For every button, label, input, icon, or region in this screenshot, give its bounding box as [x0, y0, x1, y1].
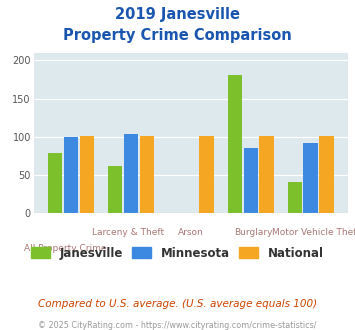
Bar [48, 153, 62, 213]
Text: Property Crime Comparison: Property Crime Comparison [63, 28, 292, 43]
Bar [288, 182, 302, 213]
Bar [124, 134, 138, 213]
Bar [228, 75, 242, 213]
Text: Motor Vehicle Theft: Motor Vehicle Theft [273, 228, 355, 237]
Text: 2019 Janesville: 2019 Janesville [115, 7, 240, 21]
Bar [140, 136, 154, 213]
Bar [108, 166, 122, 213]
Text: Arson: Arson [178, 228, 204, 237]
Text: All Property Crime: All Property Crime [24, 244, 106, 253]
Text: Burglary: Burglary [234, 228, 273, 237]
Bar [64, 137, 78, 213]
Bar [260, 136, 274, 213]
Text: © 2025 CityRating.com - https://www.cityrating.com/crime-statistics/: © 2025 CityRating.com - https://www.city… [38, 321, 317, 330]
Bar [319, 136, 334, 213]
Bar [244, 148, 258, 213]
Bar [80, 136, 94, 213]
Text: Larceny & Theft: Larceny & Theft [92, 228, 164, 237]
Bar [304, 144, 318, 213]
Legend: Janesville, Minnesota, National: Janesville, Minnesota, National [31, 247, 324, 260]
Text: Compared to U.S. average. (U.S. average equals 100): Compared to U.S. average. (U.S. average … [38, 299, 317, 309]
Bar [200, 136, 214, 213]
